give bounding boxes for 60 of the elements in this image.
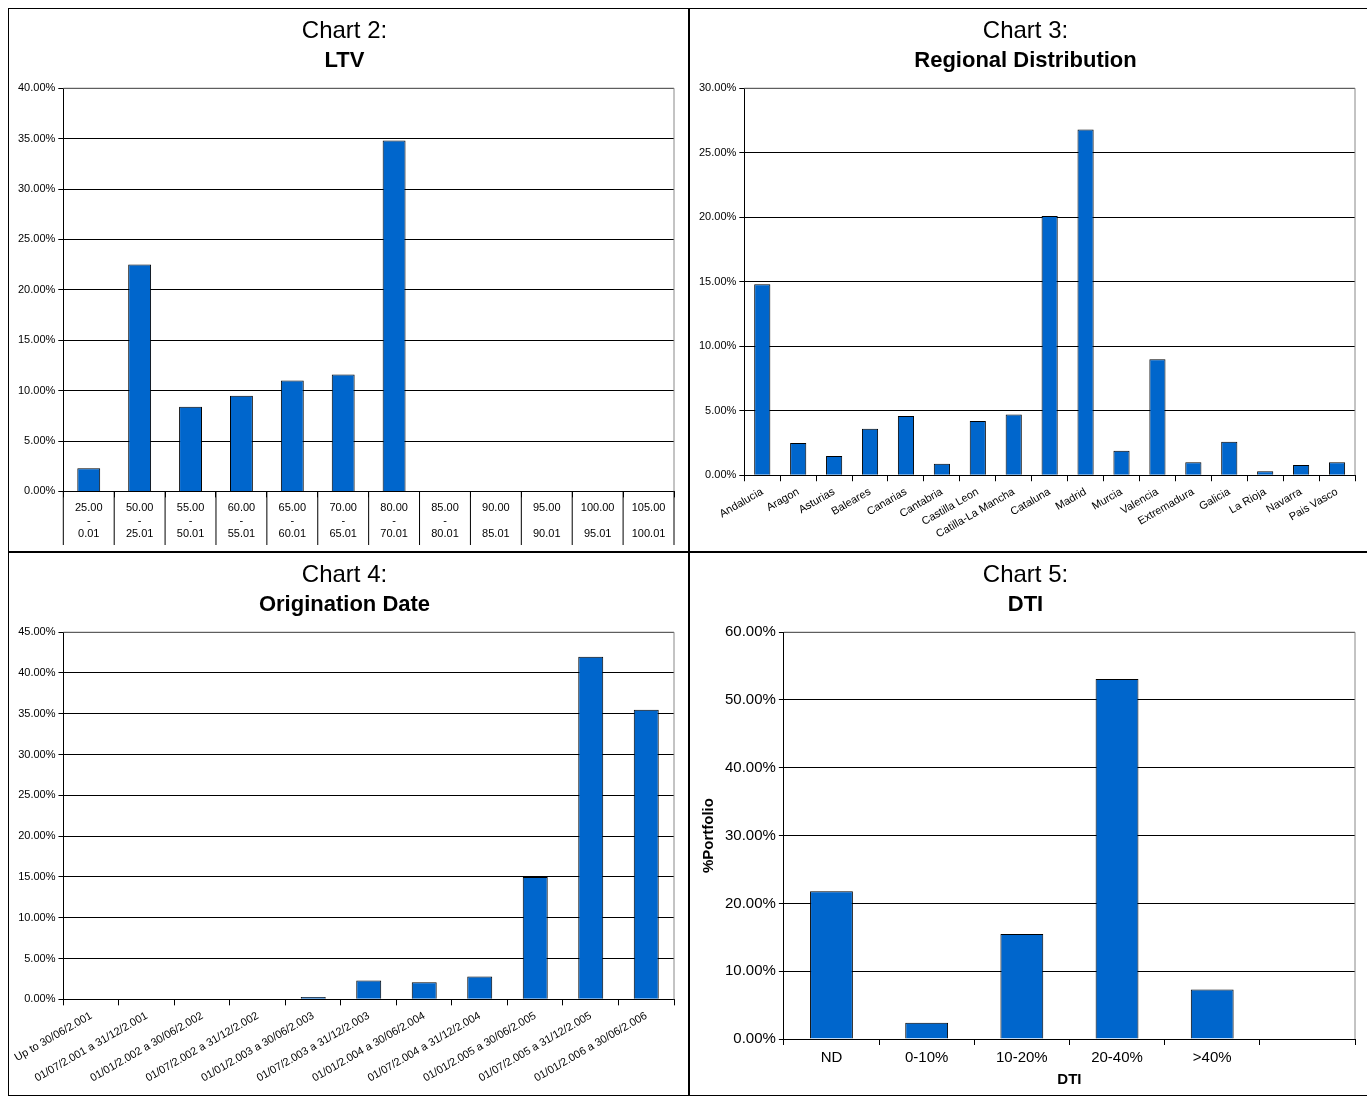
category-label: 105.00 100.01 [631,501,666,540]
chart-subtitle: DTI [1007,591,1044,617]
y-tick-label: 30.00% [699,81,737,94]
chart-title: Chart 2: [301,16,388,44]
y-tick-label: 0.00% [24,484,56,497]
y-tick-label: 15.00% [18,333,56,346]
y-tick-label: 5.00% [24,951,56,964]
y-tick-label: 35.00% [18,131,56,144]
y-tick-label: 20.00% [18,829,56,842]
x-tick-label: 70.00 - 65.01 [329,501,357,540]
chart-title: Chart 3: [982,16,1069,44]
x-tick-label: 25.00 - 0.01 [74,501,103,540]
y-tick-label: 30.00% [18,747,56,760]
x-tick-label: 50.00 - 25.01 [125,501,154,540]
category-label: 95.00 90.01 [533,501,561,540]
y-tick-label: 35.00% [18,706,56,719]
y-tick-label: 40.00% [18,666,56,679]
x-tick-label: 20-40% [1091,1048,1143,1066]
chart-title: Chart 4: [301,560,388,588]
y-tick-label: 25.00% [18,232,56,245]
y-axis-title: %Portfolio [699,798,717,874]
y-tick-label: 5.00% [24,434,56,447]
y-tick-label: 30.00% [18,182,56,195]
x-tick-label: 85.00 - 80.01 [431,501,459,540]
x-axis-title: DTI [1057,1070,1082,1088]
y-tick-label: 50.00% [725,690,776,708]
x-tick-label: >40% [1192,1048,1232,1066]
chart-subtitle: Regional Distribution [914,47,1137,73]
chart-title: Chart 5: [982,560,1069,588]
x-tick-label: 65.00 - 60.01 [278,501,307,540]
y-tick-label: 25.00% [699,145,737,158]
y-tick-label: 10.00% [725,961,776,979]
y-tick-label: 5.00% [705,403,737,416]
x-tick-label: 0-10% [904,1048,949,1066]
category-label: 100.00 95.01 [580,501,615,540]
y-tick-label: 10.00% [18,910,56,923]
y-tick-label: 20.00% [725,893,776,911]
y-tick-label: 45.00% [18,625,56,638]
x-tick-label: 80.00 - 70.01 [380,501,408,540]
y-tick-label: 40.00% [18,81,56,94]
y-tick-label: 15.00% [699,274,737,287]
y-tick-label: 15.00% [18,869,56,882]
y-tick-label: 20.00% [18,282,56,295]
x-tick-label: 60.00 - 55.01 [227,501,256,540]
category-label: 90.00 85.01 [482,501,510,540]
y-tick-label: 0.00% [705,468,737,481]
x-tick-label: 10-20% [995,1048,1048,1066]
y-tick-label: 10.00% [699,339,737,352]
x-tick-label: 55.00 - 50.01 [176,501,205,540]
y-tick-label: 25.00% [18,788,56,801]
chart-subtitle: Origination Date [258,591,431,617]
chart-subtitle: LTV [324,47,365,73]
x-tick-label: ND [820,1048,843,1066]
y-tick-label: 20.00% [699,210,737,223]
y-tick-label: 10.00% [18,383,56,396]
y-tick-label: 0.00% [24,992,56,1005]
y-tick-label: 0.00% [733,1029,776,1047]
y-tick-label: 30.00% [725,825,776,843]
y-tick-label: 40.00% [725,757,776,775]
y-tick-label: 60.00% [725,622,776,640]
